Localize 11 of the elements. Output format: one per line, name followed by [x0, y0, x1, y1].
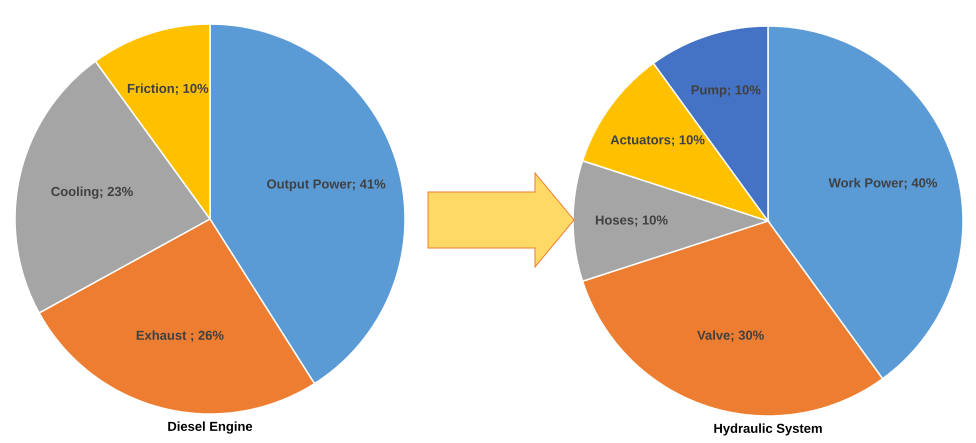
slice-label: Actuators; 10% [610, 135, 705, 146]
slice-label: Output Power; 41% [267, 179, 386, 192]
slice-label: Valve; 30% [697, 330, 764, 342]
slice-label: Pump; 10% [692, 85, 761, 98]
text: Diesel Engine [168, 421, 252, 434]
slice-label: Friction; 10% [128, 83, 208, 95]
slice-label: Hoses; 10% [596, 215, 668, 227]
slice-label: Work Power; 40% [828, 178, 938, 190]
slice-label: Exhaust ; 26% [136, 330, 224, 342]
slice-label: Cooling; 23% [51, 186, 133, 199]
text: Hydraulic System [714, 423, 822, 436]
